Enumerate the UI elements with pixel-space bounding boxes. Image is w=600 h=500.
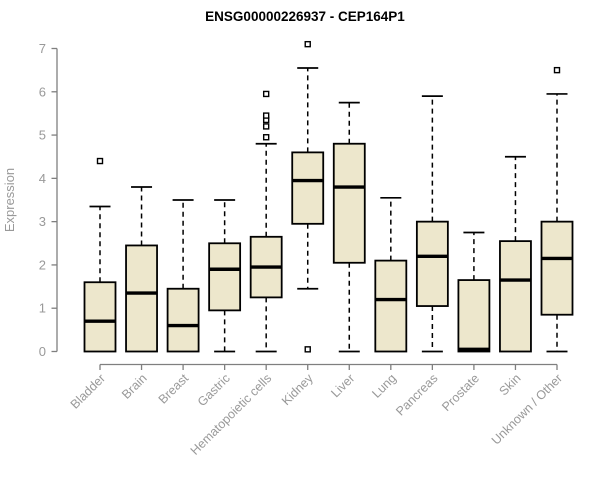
box (125, 244, 158, 353)
x-tick-label: Unknown / Other (489, 371, 565, 447)
y-axis: 0 1 2 3 4 5 6 7 (39, 41, 58, 359)
outlier-marker (262, 90, 270, 98)
outlier-marker (304, 40, 311, 48)
outlier-marker (96, 157, 104, 165)
box (415, 220, 449, 307)
y-tick-label: 1 (39, 301, 46, 316)
boxplot-breast (166, 199, 200, 353)
box (457, 279, 491, 353)
x-tick-label: Bladder (68, 371, 108, 411)
box (374, 259, 408, 353)
boxplot-gastric (208, 199, 242, 353)
outlier-marker (262, 134, 270, 141)
outlier-marker (262, 123, 270, 130)
chart-title: ENSG00000226937 - CEP164P1 (205, 9, 405, 24)
boxplot-skin (499, 155, 532, 353)
box (166, 287, 200, 353)
boxplot-bladder (83, 157, 117, 353)
x-tick-label: Lung (369, 371, 399, 401)
x-tick-label: Gastric (195, 371, 233, 409)
x-tick-label: Brain (119, 371, 150, 402)
boxplot-pancreas (415, 95, 449, 353)
y-tick-label: 0 (39, 344, 46, 359)
boxplot-kidney (291, 40, 325, 353)
y-axis-title: Expression (2, 168, 17, 232)
y-tick-label: 7 (39, 41, 46, 56)
x-tick-label: Pancreas (393, 371, 440, 418)
box (208, 242, 242, 312)
boxplot-unknown-other (540, 66, 574, 353)
y-tick-label: 4 (39, 171, 46, 186)
box (291, 151, 325, 225)
x-tick-label: Breast (156, 371, 192, 407)
boxplot-liver (332, 101, 366, 353)
boxplot-hematopoietic-cells (249, 90, 283, 353)
y-tick-label: 5 (39, 128, 46, 143)
box (83, 281, 117, 353)
box (499, 240, 532, 353)
boxplot-brain (125, 186, 158, 353)
x-tick-label: Skin (496, 371, 523, 398)
box (332, 142, 366, 264)
outlier-marker (553, 66, 561, 74)
y-tick-label: 6 (39, 84, 46, 99)
y-tick-label: 2 (39, 257, 46, 272)
x-tick-label: Prostate (439, 371, 482, 414)
x-tick-label: Liver (328, 371, 357, 400)
y-tick-label: 3 (39, 214, 46, 229)
boxplot-lung (374, 196, 408, 353)
x-tick-label: Kidney (279, 371, 316, 408)
box (540, 220, 574, 316)
outlier-marker (262, 112, 270, 119)
outlier-marker (304, 346, 311, 353)
x-tick-label: Hematopoietic cells (188, 371, 275, 458)
plot-area: 0 1 2 3 4 5 6 7 Bladder Brain Breast GastricHematop… (39, 40, 574, 458)
boxplot-prostate (457, 231, 491, 353)
